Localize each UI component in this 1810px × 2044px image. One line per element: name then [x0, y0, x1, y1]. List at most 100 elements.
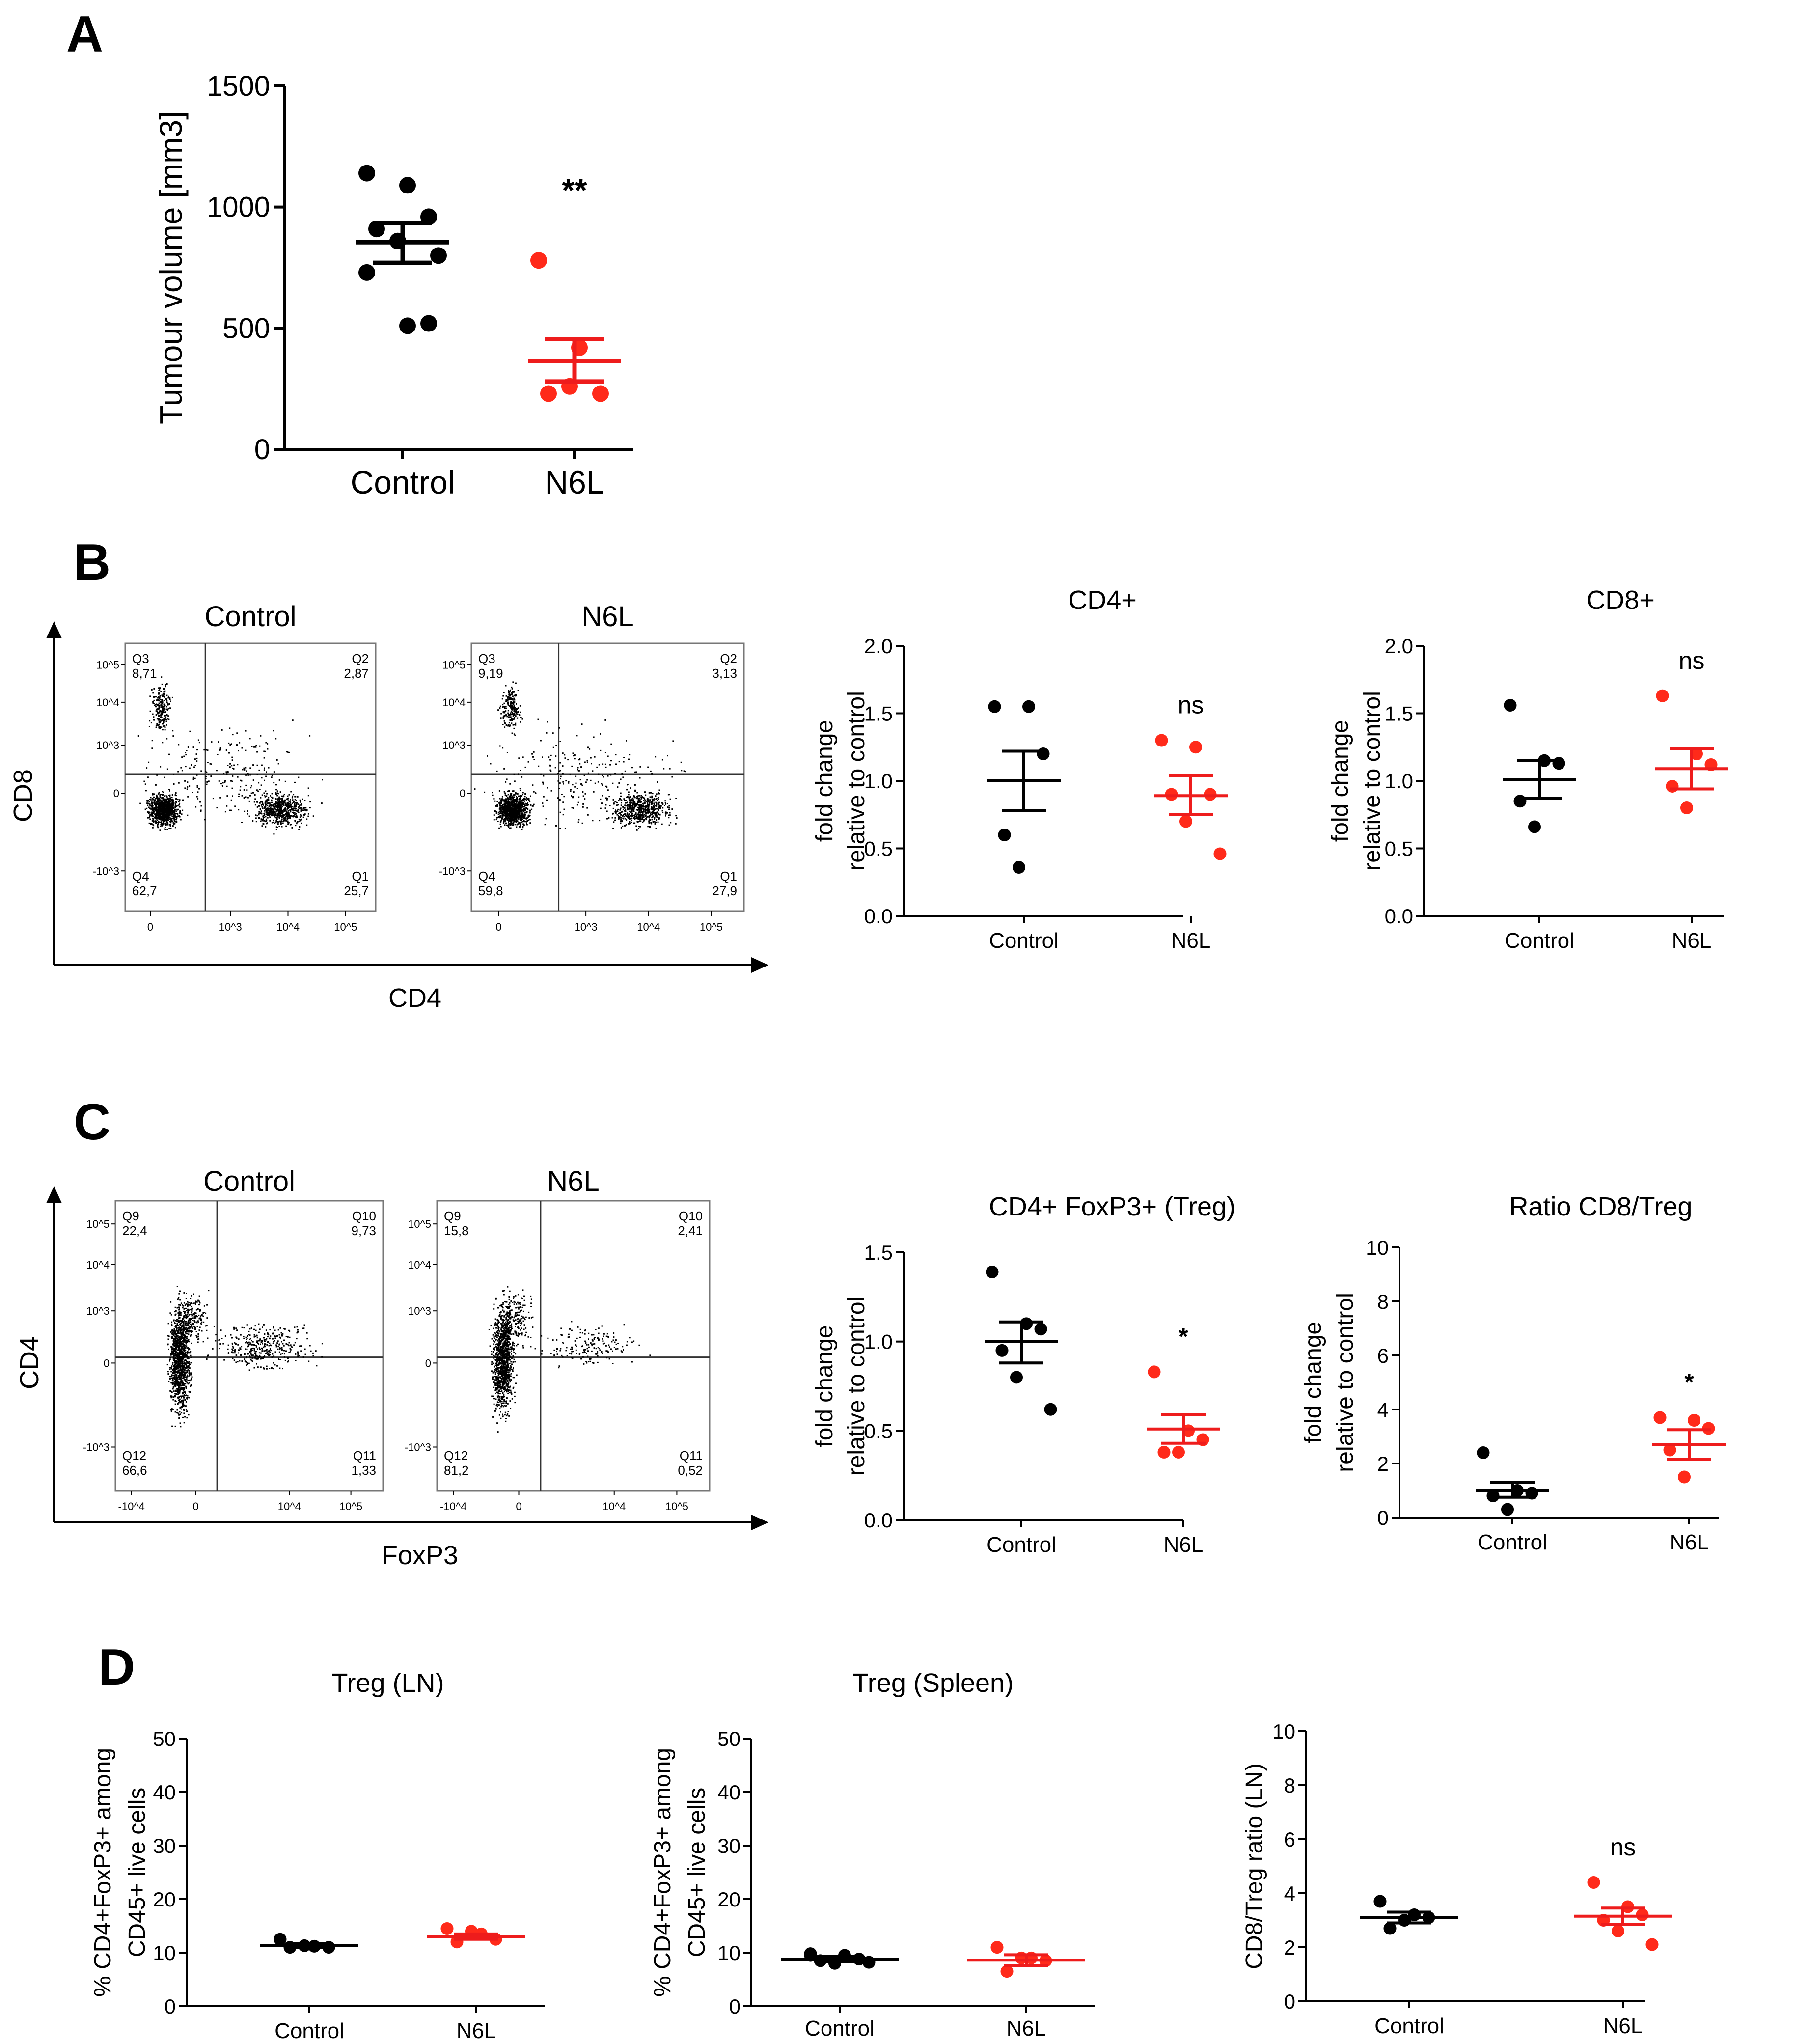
- event-dot: [164, 696, 165, 698]
- event-dot: [200, 810, 202, 812]
- event-dot: [631, 802, 633, 804]
- event-dot: [276, 813, 278, 815]
- event-dot: [281, 804, 283, 806]
- event-dot: [153, 820, 154, 822]
- event-dot: [270, 809, 272, 811]
- event-dot: [597, 781, 599, 783]
- event-dot: [152, 692, 154, 694]
- event-dot: [487, 755, 488, 757]
- event-dot: [625, 802, 627, 804]
- event-dot: [289, 824, 291, 826]
- event-dot: [273, 809, 274, 811]
- event-dot: [180, 1322, 182, 1324]
- plot-frame: [124, 642, 377, 912]
- event-dot: [253, 746, 255, 748]
- quadrant-name: Q3: [478, 651, 495, 666]
- event-dot: [279, 801, 281, 803]
- event-dot: [281, 800, 283, 802]
- event-dot: [512, 805, 514, 807]
- event-dot: [277, 763, 279, 765]
- data-point: [1663, 1443, 1676, 1457]
- event-dot: [155, 822, 157, 824]
- event-dot: [299, 816, 301, 818]
- event-dot: [175, 1400, 177, 1402]
- event-dot: [263, 757, 265, 759]
- event-dot: [191, 1342, 192, 1344]
- event-dot: [641, 817, 643, 819]
- event-dot: [159, 719, 161, 721]
- event-dot: [523, 800, 525, 802]
- event-dot: [173, 773, 175, 775]
- series-n6l: ns: [1154, 691, 1228, 860]
- event-dot: [517, 793, 519, 795]
- event-dot: [159, 698, 161, 700]
- event-dot: [165, 817, 166, 819]
- data-point: [1504, 699, 1517, 712]
- event-dot: [577, 768, 578, 770]
- event-dot: [169, 817, 171, 819]
- event-dot: [511, 705, 513, 707]
- event-dot: [157, 812, 159, 814]
- event-dot: [150, 814, 152, 816]
- event-dot: [167, 715, 169, 717]
- event-dot: [509, 802, 511, 804]
- event-dot: [266, 801, 268, 803]
- event-dot: [624, 813, 626, 815]
- event-dot: [515, 710, 517, 712]
- event-dot: [288, 800, 290, 802]
- event-dot: [662, 803, 664, 805]
- event-dot: [171, 801, 173, 803]
- event-dot: [503, 814, 505, 816]
- event-dot: [645, 808, 647, 810]
- event-dot: [162, 815, 164, 817]
- event-dot: [162, 810, 164, 812]
- flow-x-tick: 10^3: [219, 921, 242, 933]
- event-dot: [606, 798, 608, 800]
- event-dot: [177, 799, 179, 801]
- quadrant-name: Q4: [132, 869, 149, 884]
- event-dot: [634, 784, 636, 786]
- event-dot: [147, 817, 149, 819]
- event-dot: [511, 823, 513, 825]
- event-dot: [516, 824, 518, 826]
- event-dot: [153, 801, 155, 803]
- y-tick-label: 20: [717, 1888, 740, 1911]
- event-dot: [164, 816, 165, 818]
- event-dot: [164, 716, 166, 718]
- event-dot: [511, 810, 513, 812]
- event-dot: [238, 793, 240, 795]
- event-dot: [151, 805, 152, 807]
- event-dot: [289, 815, 291, 816]
- y-axis-label: fold change: [1327, 720, 1353, 842]
- event-dot: [633, 795, 634, 797]
- event-dot: [157, 708, 159, 710]
- event-dot: [237, 764, 239, 766]
- series-control: [1476, 1446, 1549, 1516]
- data-point: [1612, 1925, 1624, 1937]
- event-dot: [182, 1358, 184, 1360]
- event-dot: [146, 807, 148, 809]
- event-dot: [527, 798, 529, 800]
- flow-x-tick: 10^5: [339, 1500, 362, 1513]
- event-dot: [640, 796, 642, 798]
- event-dot: [649, 819, 651, 821]
- event-dot: [619, 809, 621, 811]
- event-dot: [520, 770, 521, 771]
- event-dot: [238, 750, 239, 752]
- event-dot: [175, 1368, 177, 1370]
- event-dot: [169, 803, 171, 805]
- event-dot: [187, 1311, 189, 1312]
- event-dot: [514, 780, 516, 782]
- event-dot: [165, 819, 167, 821]
- event-dot: [509, 696, 511, 698]
- event-dot: [167, 695, 169, 697]
- event-dot: [173, 1349, 175, 1351]
- event-dot: [286, 819, 288, 821]
- event-dot: [165, 829, 167, 830]
- event-dot: [233, 764, 235, 766]
- event-dot: [148, 801, 150, 803]
- event-dot: [512, 700, 514, 702]
- event-dot: [658, 803, 660, 805]
- event-dot: [276, 810, 278, 812]
- event-dot: [507, 790, 509, 792]
